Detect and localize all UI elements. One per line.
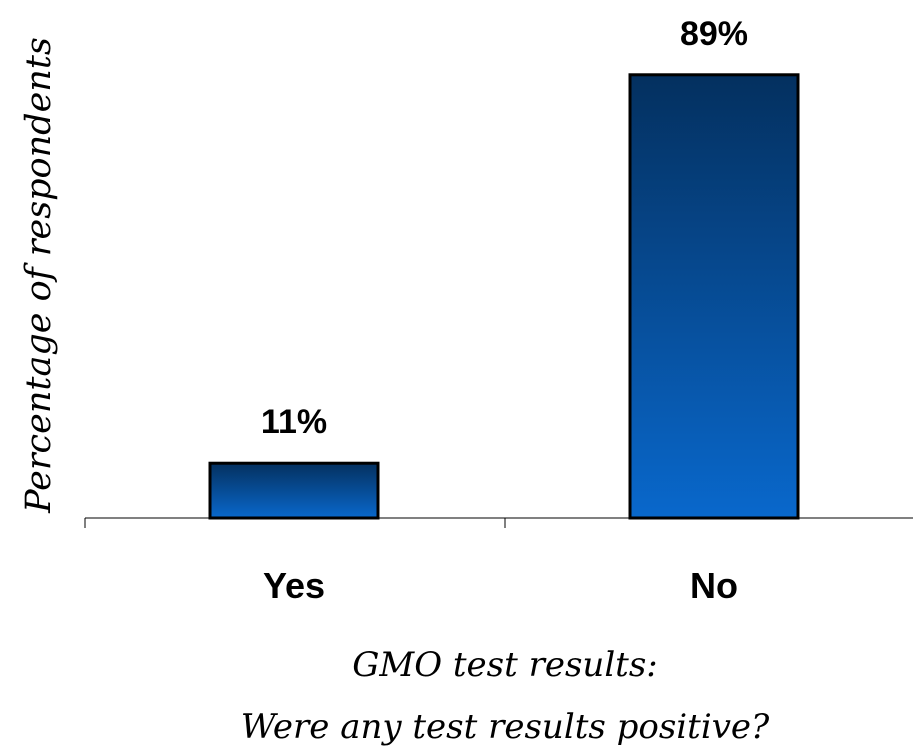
x-axis-label-line-1: GMO test results: [352,645,658,685]
data-label-no: 89% [680,15,748,53]
data-label-yes: 11% [261,403,327,441]
category-label-no: No [690,565,738,606]
category-label-yes: Yes [263,565,325,606]
x-axis-label-line-2: Were any test results positive? [241,707,770,747]
bar-no [628,73,800,520]
bar-yes [208,461,380,520]
y-axis-label: Percentage of respondents [19,37,59,514]
bars-group: 11% Yes 89% No [208,15,800,606]
